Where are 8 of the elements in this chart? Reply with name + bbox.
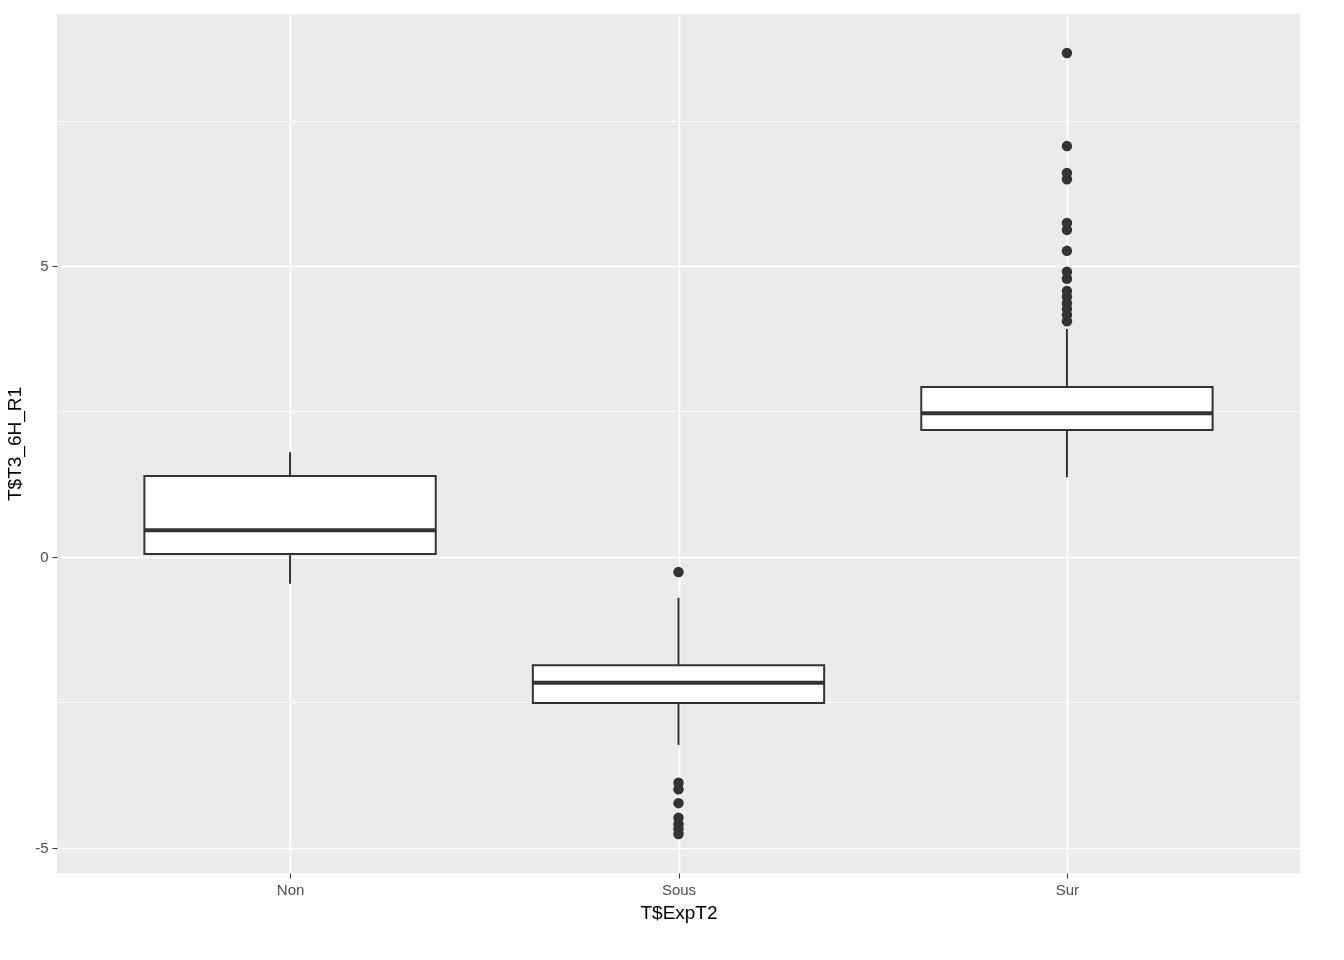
x-tick-label: Sur xyxy=(1055,880,1080,898)
y-tick-label: 0 xyxy=(40,548,49,566)
x-axis-title: T$ExpT2 xyxy=(640,901,718,923)
x-tick-label: Non xyxy=(276,880,305,898)
y-tick-label: 5 xyxy=(40,257,49,275)
y-tick-label: -5 xyxy=(35,839,49,857)
y-axis-title: T$T3_6H_R1 xyxy=(4,386,27,502)
x-tick-label: Sous xyxy=(661,880,697,898)
